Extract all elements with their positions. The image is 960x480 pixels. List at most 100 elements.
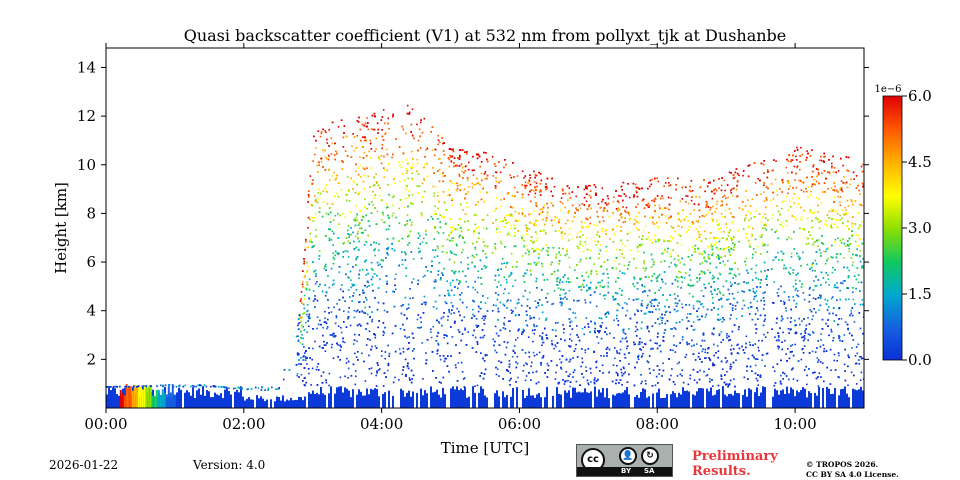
speckle-pixel bbox=[532, 371, 534, 374]
speckle-pixel bbox=[394, 376, 396, 379]
speckle-pixel bbox=[524, 252, 527, 255]
speckle-pixel bbox=[444, 223, 447, 226]
speckle-pixel bbox=[463, 377, 466, 379]
speckle-pixel bbox=[589, 184, 591, 187]
speckle-pixel bbox=[766, 196, 768, 199]
speckle-pixel bbox=[575, 195, 578, 198]
speckle-pixel bbox=[408, 347, 410, 350]
speckle-pixel bbox=[677, 285, 679, 288]
speckle-pixel bbox=[508, 360, 511, 362]
layer-column bbox=[760, 392, 762, 408]
layer-column bbox=[382, 393, 384, 408]
speckle-pixel bbox=[736, 344, 738, 346]
speckle-pixel bbox=[442, 142, 444, 145]
speckle-pixel bbox=[623, 373, 625, 375]
speckle-pixel bbox=[709, 359, 712, 362]
highlight-column bbox=[163, 393, 166, 408]
layer-column bbox=[616, 393, 618, 408]
speckle-pixel bbox=[817, 245, 819, 247]
speckle-pixel bbox=[318, 161, 320, 164]
speckle-pixel bbox=[818, 227, 821, 230]
speckle-pixel bbox=[439, 157, 441, 160]
speckle-pixel bbox=[581, 357, 583, 360]
speckle-pixel bbox=[461, 236, 463, 238]
speckle-pixel bbox=[561, 237, 563, 240]
speckle-pixel bbox=[850, 371, 853, 374]
speckle-pixel bbox=[846, 287, 848, 289]
speckle-pixel bbox=[640, 382, 642, 385]
speckle-pixel bbox=[680, 243, 683, 246]
layer-column bbox=[410, 396, 412, 408]
speckle-pixel bbox=[346, 357, 348, 360]
speckle-pixel bbox=[476, 326, 478, 328]
speckle-pixel bbox=[837, 195, 839, 198]
speckle-pixel bbox=[353, 149, 356, 152]
layer-column bbox=[304, 396, 306, 408]
speckle-pixel bbox=[752, 287, 755, 290]
layer-column bbox=[538, 393, 540, 408]
layer-column bbox=[736, 393, 738, 408]
speckle-pixel bbox=[297, 324, 299, 327]
speckle-pixel bbox=[760, 193, 762, 195]
speckle-pixel bbox=[815, 285, 818, 287]
speckle-pixel bbox=[317, 191, 319, 194]
speckle-pixel bbox=[603, 272, 605, 275]
speckle-pixel bbox=[787, 160, 790, 162]
speckle-pixel bbox=[668, 217, 671, 219]
speckle-pixel bbox=[842, 164, 844, 167]
highlight-column bbox=[133, 384, 136, 408]
speckle-pixel bbox=[511, 355, 514, 358]
speckle-pixel bbox=[722, 196, 724, 198]
speckle-pixel bbox=[620, 195, 622, 197]
speckle-pixel bbox=[467, 191, 469, 193]
speckle-pixel bbox=[757, 178, 759, 180]
speckle-pixel bbox=[860, 267, 863, 269]
speckle-pixel bbox=[647, 202, 650, 205]
layer-column bbox=[438, 394, 440, 408]
speckle-pixel bbox=[628, 196, 631, 199]
speckle-pixel bbox=[805, 365, 807, 368]
speckle-pixel bbox=[732, 304, 734, 306]
speckle-pixel bbox=[594, 327, 596, 330]
speckle-pixel bbox=[376, 308, 379, 311]
speckle-pixel bbox=[464, 220, 466, 223]
layer-column bbox=[834, 388, 836, 408]
speckle-pixel bbox=[722, 285, 725, 288]
speckle-pixel bbox=[569, 385, 571, 388]
speckle-pixel bbox=[528, 228, 531, 230]
speckle-pixel bbox=[356, 233, 359, 235]
speckle-pixel bbox=[641, 341, 643, 344]
speckle-pixel bbox=[502, 258, 504, 260]
speckle-pixel bbox=[633, 285, 636, 288]
speckle-pixel bbox=[383, 167, 385, 169]
layer-column bbox=[692, 394, 694, 408]
layer-column bbox=[678, 392, 680, 408]
highlight-column bbox=[169, 392, 172, 408]
speckle-pixel bbox=[588, 194, 591, 197]
speckle-pixel bbox=[614, 347, 616, 349]
speckle-pixel bbox=[699, 225, 701, 228]
layer-column bbox=[302, 400, 304, 408]
speckle-pixel bbox=[820, 333, 822, 335]
layer-column bbox=[468, 396, 470, 408]
speckle-pixel bbox=[677, 212, 679, 215]
speckle-pixel bbox=[367, 175, 370, 178]
speckle-pixel bbox=[731, 215, 734, 218]
speckle-pixel bbox=[557, 287, 560, 289]
speckle-pixel bbox=[772, 197, 775, 200]
speckle-pixel bbox=[697, 307, 700, 310]
speckle-pixel bbox=[462, 378, 465, 380]
speckle-pixel bbox=[528, 213, 530, 216]
speckle-pixel bbox=[569, 321, 571, 324]
speckle-pixel bbox=[343, 241, 346, 244]
layer-column bbox=[846, 393, 848, 408]
speckle-pixel bbox=[830, 187, 833, 189]
speckle-pixel bbox=[337, 126, 340, 128]
layer-column bbox=[372, 389, 374, 408]
speckle-pixel bbox=[533, 181, 536, 183]
speckle-pixel bbox=[622, 366, 625, 368]
speckle-pixel bbox=[337, 325, 340, 327]
layer-column bbox=[212, 397, 214, 408]
speckle-pixel bbox=[302, 326, 304, 328]
layer-column bbox=[670, 394, 672, 408]
